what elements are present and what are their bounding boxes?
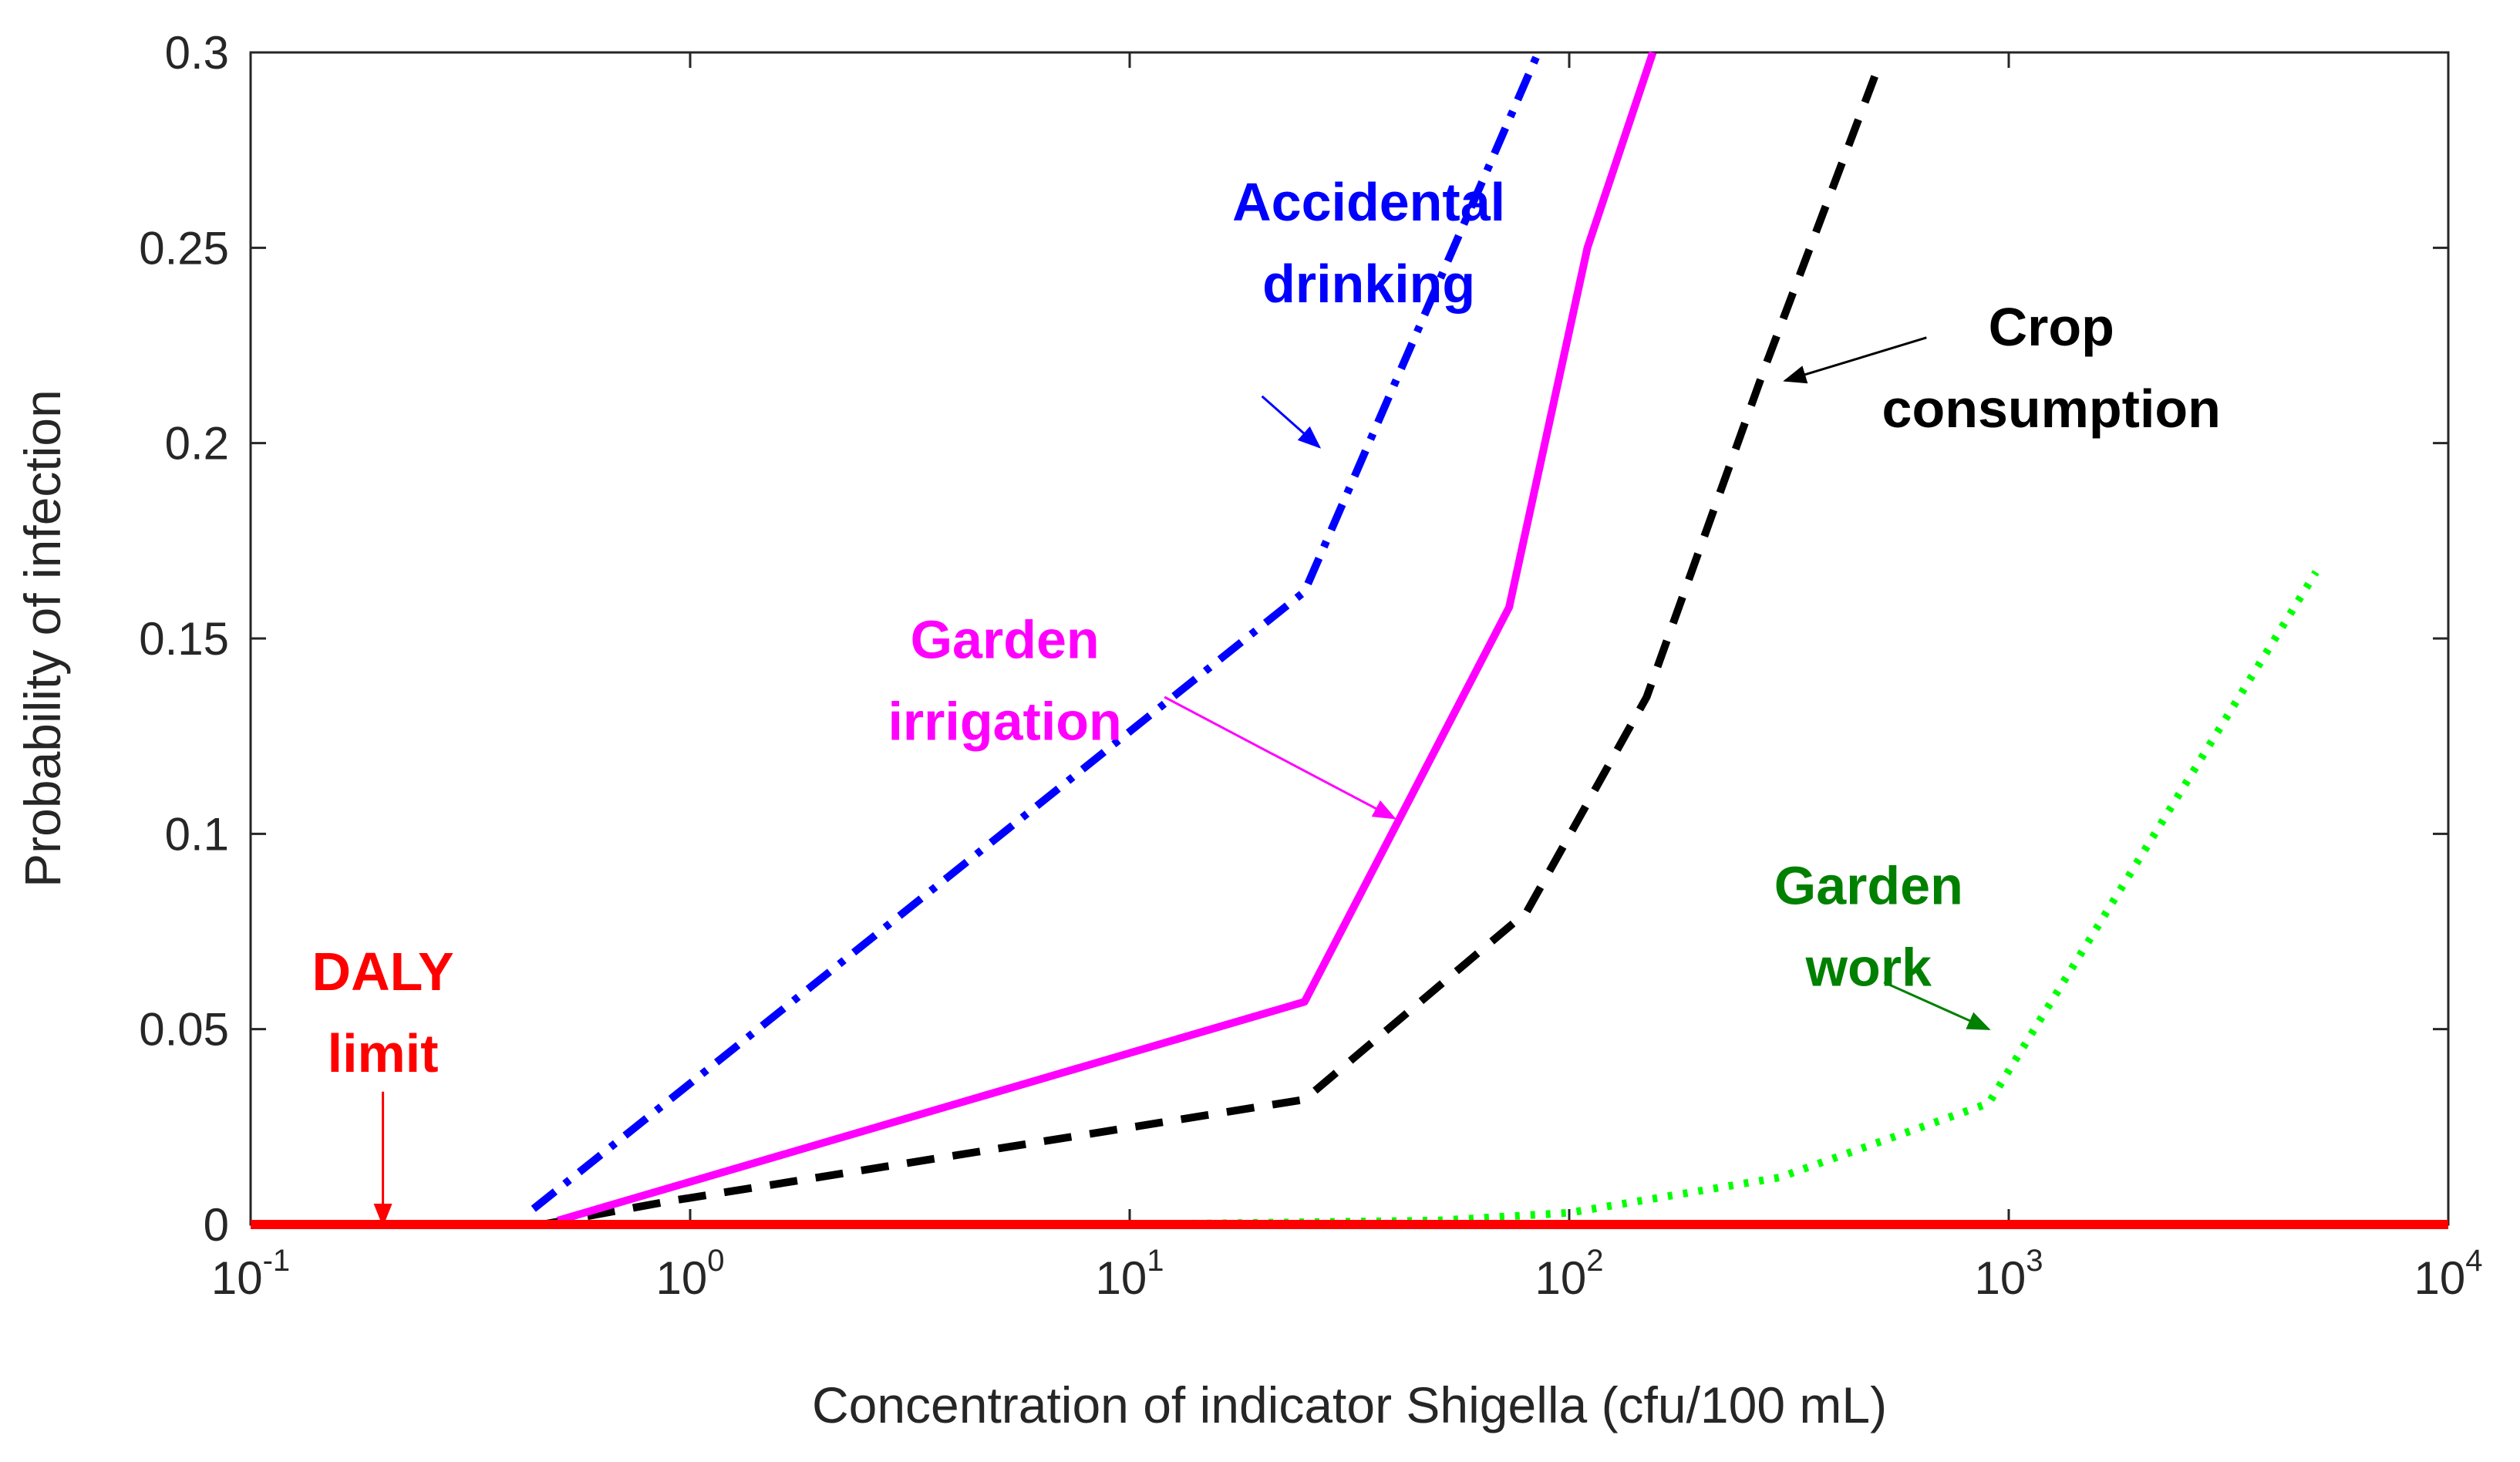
annotation-layer: Accidental drinking Garden irrigation Crop co… [312, 172, 2221, 1227]
x-tick-exponent: 4 [2465, 1244, 2482, 1278]
annotation-label-crop-consumption: consumption [1882, 379, 2221, 439]
annotation-label-garden-irrigation: irrigation [888, 691, 1121, 751]
x-tick-label: 104 [2414, 1244, 2483, 1304]
x-tick-label: 100 [656, 1244, 725, 1304]
x-tick-exponent: -1 [263, 1244, 291, 1278]
x-tick-base: 10 [1096, 1252, 1147, 1304]
y-axis-label: Probability of infection [14, 389, 71, 888]
annotation-label-daly-limit: DALY [312, 942, 454, 1002]
y-tick-label: 0 [204, 1199, 229, 1251]
annotation-arrow-accidental-drinking [1261, 395, 1322, 449]
series-line-garden-irrigation [556, 51, 1657, 1225]
series-line-garden-work [1129, 570, 2320, 1228]
y-tick-label: 0.3 [165, 27, 229, 79]
annotation-label-garden-work: work [1805, 938, 1932, 998]
y-tick-label: 0.25 [139, 222, 229, 274]
x-axis: 10-1 100 101 102 103 104 [211, 52, 2483, 1304]
x-tick-label: 103 [1975, 1244, 2043, 1304]
annotation-label-crop-consumption: Crop [1989, 297, 2114, 357]
y-tick-label: 0.1 [165, 808, 229, 860]
x-tick-base: 10 [1535, 1252, 1587, 1304]
annotation-arrow-garden-irrigation [1164, 696, 1396, 820]
y-tick-label: 0.15 [139, 613, 229, 665]
x-axis-label: Concentration of indicator Shigella (cfu… [812, 1376, 1887, 1433]
x-tick-base: 10 [211, 1252, 263, 1304]
plot-area: 10-1 100 101 102 103 104 00.050.10.150.20.250… [139, 27, 2482, 1304]
x-tick-label: 102 [1535, 1244, 1604, 1304]
x-tick-base: 10 [1975, 1252, 2026, 1304]
y-tick-label: 0.05 [139, 1004, 229, 1056]
annotation-label-accidental-drinking: Accidental [1232, 172, 1505, 232]
x-tick-base: 10 [656, 1252, 708, 1304]
y-axis: 0 0.05 0.1 0.15 0.2 0.25 0.3 [139, 27, 2448, 1251]
y-tick-label: 0.2 [165, 418, 229, 470]
series-line-crop-consumption [541, 70, 1881, 1228]
x-tick-exponent: 3 [2026, 1244, 2043, 1278]
annotation-arrow-garden-work [1883, 981, 1991, 1031]
annotation-label-garden-work: Garden [1774, 856, 1963, 916]
annotation-label-daly-limit: limit [328, 1023, 439, 1083]
series-layer [251, 51, 2448, 1229]
x-tick-exponent: 1 [1147, 1244, 1164, 1278]
x-tick-label: 101 [1096, 1244, 1164, 1304]
x-tick-base: 10 [2414, 1252, 2466, 1304]
x-tick-label: 10-1 [211, 1244, 290, 1304]
annotation-arrow-crop-consumption [1783, 336, 1927, 384]
x-tick-exponent: 2 [1586, 1244, 1603, 1278]
x-tick-exponent: 0 [707, 1244, 724, 1278]
annotation-label-garden-irrigation: Garden [911, 609, 1100, 669]
annotation-label-accidental-drinking: drinking [1262, 254, 1475, 314]
